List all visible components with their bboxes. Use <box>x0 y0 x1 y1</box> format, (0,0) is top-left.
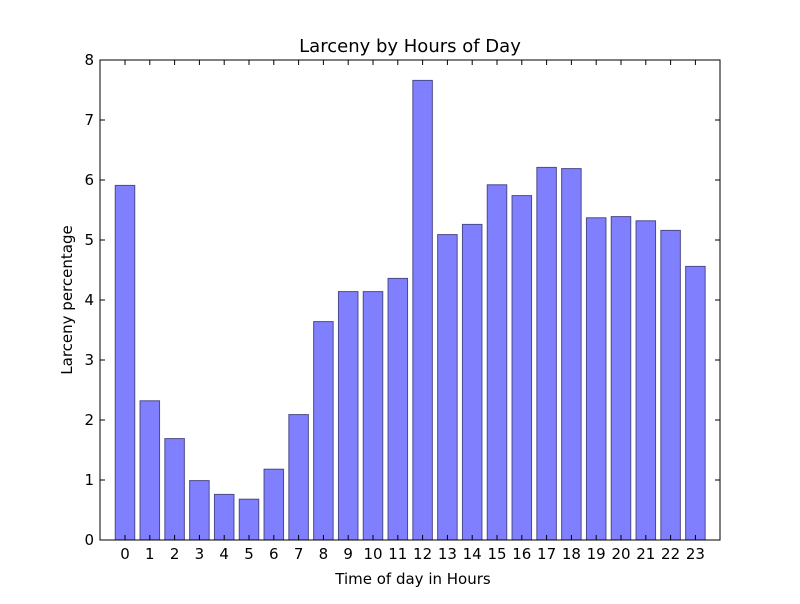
y-tick-label: 6 <box>84 171 94 189</box>
x-tick-label: 11 <box>388 545 407 563</box>
y-tick-label: 7 <box>84 111 94 129</box>
bar-hour-8 <box>313 321 334 541</box>
x-tick-label: 3 <box>195 545 205 563</box>
x-tick-label: 7 <box>294 545 304 563</box>
bar-hour-3 <box>189 480 210 541</box>
x-tick-label: 17 <box>537 545 556 563</box>
bar-hour-13 <box>437 234 458 541</box>
x-tick-label: 16 <box>512 545 531 563</box>
x-tick-label: 20 <box>611 545 630 563</box>
bar-hour-23 <box>685 265 706 541</box>
bar-hour-0 <box>114 184 136 541</box>
y-axis-label: Larceny percentage <box>58 225 76 374</box>
x-tick-label: 6 <box>269 545 279 563</box>
y-tick-label: 3 <box>84 351 94 369</box>
x-tick-label: 21 <box>636 545 655 563</box>
bar-hour-22 <box>660 229 681 541</box>
x-tick-label: 15 <box>487 545 506 563</box>
bar-hour-7 <box>288 414 309 541</box>
bar-hour-11 <box>387 277 409 541</box>
x-tick-label: 8 <box>319 545 329 563</box>
bar-hour-12 <box>412 79 433 541</box>
bar-hour-20 <box>610 216 632 541</box>
bar-hour-15 <box>486 184 508 541</box>
bars-layer <box>114 79 706 541</box>
bar-hour-6 <box>263 468 285 541</box>
bar-hour-14 <box>461 223 483 541</box>
x-tick-label: 14 <box>463 545 482 563</box>
bar-hour-9 <box>337 291 359 541</box>
x-tick-label: 4 <box>219 545 229 563</box>
x-tick-label: 2 <box>170 545 180 563</box>
x-tick-label: 1 <box>145 545 155 563</box>
x-tick-label: 9 <box>343 545 353 563</box>
x-tick-label: 23 <box>686 545 705 563</box>
bar-hour-21 <box>635 220 657 541</box>
y-tick-label: 0 <box>84 531 94 549</box>
bar-hour-18 <box>561 168 582 541</box>
x-tick-label: 13 <box>438 545 457 563</box>
y-tick-label: 1 <box>84 471 94 489</box>
y-tick-label: 5 <box>84 231 94 249</box>
bar-hour-17 <box>536 166 557 541</box>
x-tick-label: 19 <box>587 545 606 563</box>
x-axis-label: Time of day in Hours <box>334 570 491 588</box>
bar-hour-16 <box>511 195 533 541</box>
bar-hour-2 <box>164 438 185 541</box>
bar-hour-10 <box>362 291 384 541</box>
x-tick-label: 10 <box>363 545 382 563</box>
y-tick-label: 2 <box>84 411 94 429</box>
y-tick-label: 8 <box>84 51 94 69</box>
x-tick-label: 5 <box>244 545 254 563</box>
x-tick-label: 22 <box>661 545 680 563</box>
x-tick-label: 0 <box>120 545 130 563</box>
x-tick-label: 12 <box>413 545 432 563</box>
x-tick-label: 18 <box>562 545 581 563</box>
bar-hour-19 <box>585 217 607 541</box>
bar-hour-4 <box>213 493 235 541</box>
chart-title: Larceny by Hours of Day <box>299 36 521 57</box>
y-tick-label: 4 <box>84 291 94 309</box>
bar-hour-5 <box>238 498 260 541</box>
bar-hour-1 <box>139 400 161 541</box>
